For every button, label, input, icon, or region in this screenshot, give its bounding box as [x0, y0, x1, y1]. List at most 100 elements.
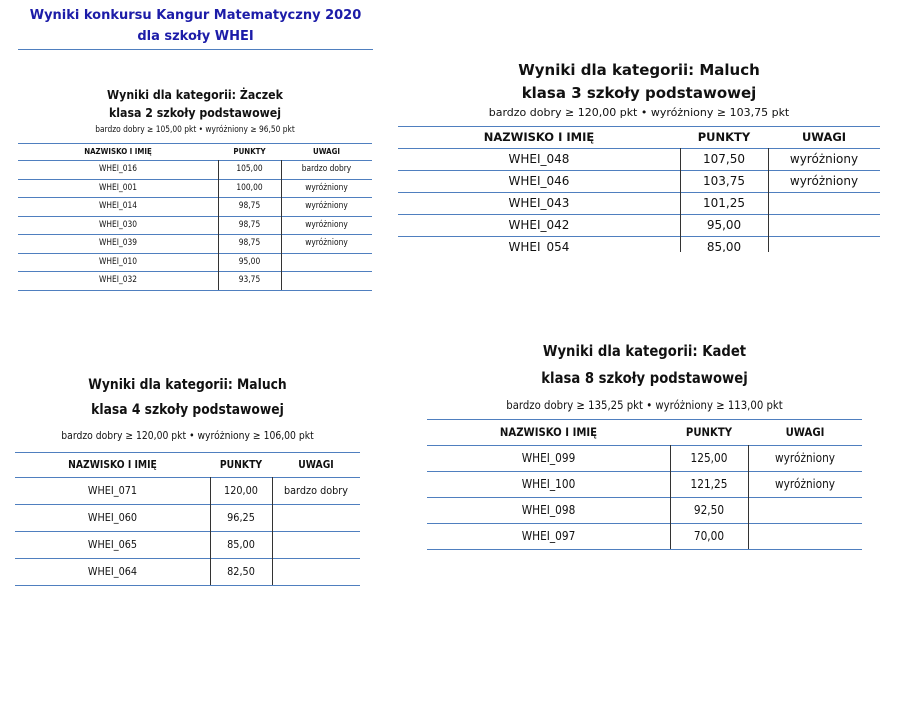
column-divider — [218, 234, 219, 253]
row-rule — [15, 558, 360, 559]
column-header: PUNKTY — [697, 130, 751, 144]
column-divider — [670, 497, 671, 523]
row-rule — [18, 215, 372, 217]
panel-subtitle: klasa 2 szkoły podstawowej — [108, 105, 282, 120]
criteria: bardzo dobry ≥ 120,00 pkt • wyróżniony ≥… — [488, 106, 790, 119]
table-cell: 82,50 — [227, 565, 255, 578]
table-cell: 92,50 — [693, 503, 725, 517]
column-divider — [281, 252, 282, 271]
table-cell: 96,25 — [227, 511, 255, 524]
table-cell: WHEI_099 — [521, 451, 576, 465]
column-divider — [748, 497, 749, 523]
table-cell: WHEI_098 — [521, 503, 576, 517]
column-header: NAZWISKO I IMIĘ — [499, 425, 598, 439]
panel-title: Wyniki dla kategorii: Maluch — [518, 61, 760, 79]
column-divider — [748, 523, 749, 549]
table-cell: wyróżniony — [305, 238, 348, 249]
column-divider — [281, 160, 282, 179]
row-rule — [15, 531, 360, 532]
panel-title: Wyniki dla kategorii: Maluch — [88, 377, 287, 393]
table-cell: 95,00 — [706, 218, 742, 232]
row-rule — [15, 504, 360, 505]
row-rule — [427, 471, 862, 472]
panel: Wyniki dla kategorii: Maluch klasa 4 szko… — [15, 0, 360, 588]
column-divider — [670, 471, 671, 497]
column-divider — [680, 170, 681, 192]
table-rule — [427, 445, 862, 446]
column-divider — [281, 197, 282, 216]
row-rule — [427, 523, 862, 524]
column-divider — [281, 215, 282, 234]
row-rule — [18, 234, 372, 235]
table-cell: wyróżniony — [305, 182, 348, 193]
column-divider — [748, 471, 749, 497]
row-rule — [18, 252, 372, 254]
row-rule — [398, 236, 880, 237]
table-cell: 70,00 — [693, 529, 725, 543]
column-divider — [768, 148, 769, 170]
table-cell: WHEI_042 — [508, 218, 570, 232]
table-cell: 100,00 — [236, 182, 263, 193]
column-divider — [680, 192, 681, 214]
panel: Wyniki dla kategorii: Żaczek klasa 2 szko… — [18, 0, 372, 292]
table-cell: WHEI_054 — [508, 240, 570, 252]
panel: Wyniki dla kategorii: Kadet klasa 8 szkoł… — [427, 0, 862, 552]
column-header: PUNKTY — [219, 458, 263, 471]
column-header: UWAGI — [298, 458, 334, 471]
table-rule — [18, 143, 372, 144]
column-divider — [281, 271, 282, 290]
column-divider — [210, 558, 211, 585]
table-cell: WHEI_097 — [521, 529, 576, 543]
table-rule — [398, 148, 880, 149]
row-rule — [398, 214, 880, 215]
table-cell: WHEI_043 — [508, 196, 570, 210]
criteria: bardzo dobry ≥ 105,00 pkt • wyróżniony ≥… — [95, 125, 295, 135]
table-cell: 98,75 — [238, 238, 261, 249]
table-cell: WHEI_032 — [99, 275, 137, 286]
table-cell: 98,75 — [238, 219, 261, 230]
table-cell: WHEI_048 — [508, 152, 570, 166]
column-divider — [748, 445, 749, 471]
column-divider — [272, 477, 273, 504]
table-rule — [15, 477, 360, 478]
table-cell: WHEI_100 — [521, 477, 576, 491]
table-cell: 120,00 — [224, 484, 258, 497]
row-rule — [15, 585, 360, 586]
header-subtitle: dla szkoły WHEI — [137, 29, 254, 44]
column-header: PUNKTY — [233, 147, 266, 156]
panel-subtitle: klasa 8 szkoły podstawowej — [541, 369, 748, 387]
row-rule — [18, 178, 372, 180]
table-cell: wyróżniony — [789, 174, 859, 188]
table-cell: 103,75 — [703, 174, 745, 188]
panel-subtitle: klasa 3 szkoły podstawowej — [521, 84, 757, 102]
panel: Wyniki dla kategorii: Maluch klasa 3 szko… — [398, 0, 880, 252]
table-cell: WHEI_060 — [87, 511, 138, 524]
table-cell: 95,00 — [238, 256, 261, 267]
table-cell: 105,00 — [236, 164, 263, 175]
table-rule — [427, 419, 862, 420]
criteria: bardzo dobry ≥ 120,00 pkt • wyróżniony ≥… — [61, 430, 314, 442]
table-cell: WHEI_030 — [99, 219, 137, 230]
table-cell: WHEI_065 — [87, 538, 138, 551]
table-cell: WHEI_071 — [87, 484, 138, 497]
table-cell: WHEI_016 — [99, 164, 137, 175]
column-header: NAZWISKO I IMIĘ — [84, 147, 152, 156]
table-cell: 85,00 — [227, 538, 255, 551]
column-divider — [768, 236, 769, 252]
column-divider — [670, 445, 671, 471]
panel-subtitle: klasa 4 szkoły podstawowej — [91, 402, 284, 418]
panel-title: Wyniki dla kategorii: Kadet — [542, 342, 747, 360]
table-cell: WHEI_014 — [99, 201, 137, 212]
table-rule — [18, 160, 372, 161]
table-cell: bardzo dobry — [301, 164, 352, 175]
row-rule — [18, 197, 372, 198]
column-divider — [218, 215, 219, 234]
table-rule — [398, 126, 880, 127]
row-rule — [427, 549, 862, 550]
table-cell: WHEI_064 — [87, 565, 138, 578]
table-cell: 93,75 — [238, 275, 261, 286]
column-divider — [218, 178, 219, 197]
table-cell: WHEI_046 — [508, 174, 570, 188]
panel-title: Wyniki dla kategorii: Żaczek — [107, 87, 283, 102]
